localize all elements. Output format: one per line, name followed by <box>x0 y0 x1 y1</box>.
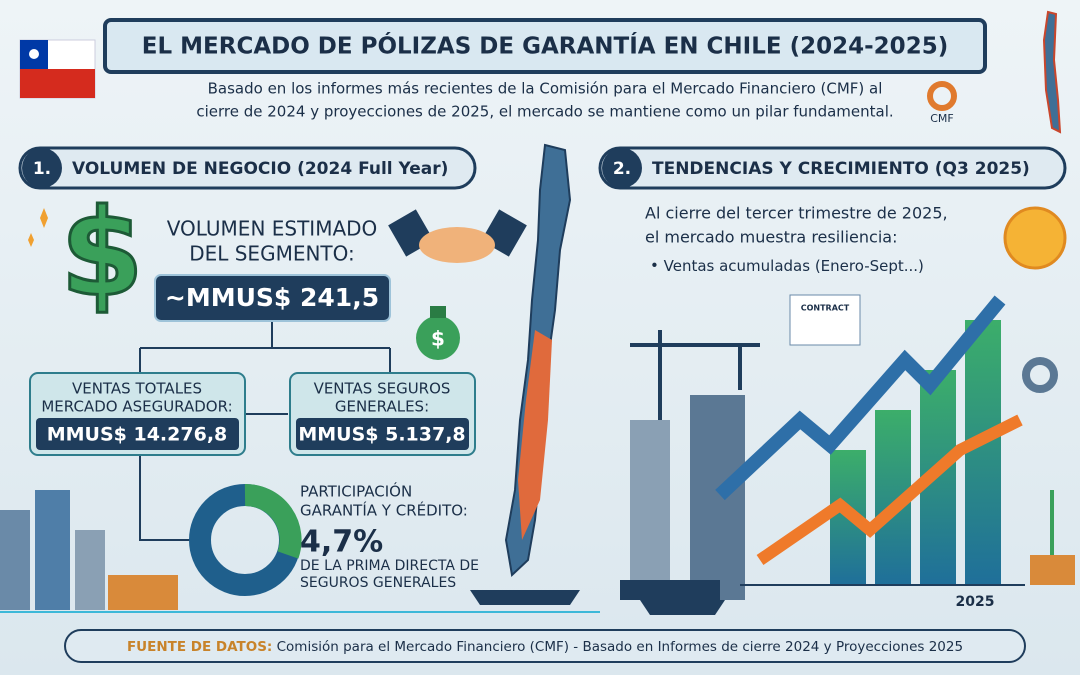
share-note: SEGUROS GENERALES <box>300 575 456 591</box>
contract-doc <box>789 294 861 346</box>
stat-label: GENERALES: <box>335 398 429 416</box>
year-label: 2025 <box>956 594 995 610</box>
section-title: TENDENCIAS Y CRECIMIENTO (Q3 2025) <box>652 159 1030 179</box>
sun-icon <box>1003 206 1067 270</box>
bullet: • Ventas acumuladas (Enero-Sept...) <box>650 257 924 275</box>
footer-bar <box>64 629 1026 663</box>
footer-text: Comisión para el Mercado Financiero (CMF… <box>272 639 963 655</box>
city-illustration <box>0 490 178 610</box>
share-label: GARANTÍA Y CRÉDITO: <box>300 501 468 520</box>
svg-text:$: $ <box>431 327 445 351</box>
stat-label: VENTAS SEGUROS <box>314 380 451 398</box>
intro-line: Basado en los informes más recientes de … <box>208 80 883 98</box>
chile-flag <box>19 39 96 99</box>
chile-map-region <box>518 330 552 540</box>
share-label: PARTICIPACIÓN <box>300 482 412 501</box>
estimate-label: VOLUMEN ESTIMADO <box>167 217 378 241</box>
cmf-logo-text: CMF <box>930 112 954 125</box>
section-title: VOLUMEN DE NEGOCIO (2024 Full Year) <box>72 159 448 179</box>
estimate-label: DEL SEGMENTO: <box>189 242 355 266</box>
cmf-logo <box>927 81 957 111</box>
handshake-icon <box>388 209 527 263</box>
section-text: el mercado muestra resiliencia: <box>645 228 897 247</box>
section-badge <box>602 148 642 188</box>
section-number: 2. <box>613 159 631 179</box>
section-header <box>598 146 1067 190</box>
ship <box>640 600 725 615</box>
stat-value: MMUS$ 5.137,8 <box>298 424 465 446</box>
trend-arrow <box>715 295 1006 501</box>
section-number: 1. <box>33 159 51 179</box>
plant-pot <box>1030 555 1075 585</box>
contract-text: CONTRACT <box>801 304 850 313</box>
mini-map <box>1042 10 1062 134</box>
bullet-text: Ventas acumuladas (Enero-Sept...) <box>664 257 924 275</box>
footer-label: FUENTE DE DATOS: <box>127 639 272 655</box>
share-note: DE LA PRIMA DIRECTA DE <box>300 558 479 574</box>
stat-label: MERCADO ASEGURADOR: <box>41 398 232 416</box>
share-value: 4,7% <box>300 525 383 560</box>
ship <box>470 590 580 605</box>
estimate-box <box>154 274 391 322</box>
section-header <box>18 146 477 190</box>
connector <box>139 322 391 541</box>
footer: FUENTE DE DATOS: Comisión para el Mercad… <box>127 639 963 655</box>
stat-label: VENTAS TOTALES <box>72 380 202 398</box>
estimate-value: ~MMUS$ 241,5 <box>165 283 379 312</box>
title: EL MERCADO DE PÓLIZAS DE GARANTÍA EN CHI… <box>142 32 948 60</box>
gear-icon <box>1022 357 1058 393</box>
intro-line: cierre de 2024 y proyecciones de 2025, e… <box>196 103 893 121</box>
money-bag: $ <box>416 306 460 360</box>
stat-value: MMUS$ 14.276,8 <box>47 424 228 446</box>
stat-box <box>289 372 476 456</box>
section-badge <box>22 148 62 188</box>
construction-illustration <box>620 330 760 600</box>
title-banner <box>103 18 987 74</box>
sparkle <box>28 208 48 247</box>
dollar-icon: $ <box>60 185 144 324</box>
section-text: Al cierre del tercer trimestre de 2025, <box>645 204 948 223</box>
donut-icon <box>189 483 302 596</box>
stat-box <box>29 372 246 456</box>
trend-arrow <box>756 414 1023 565</box>
